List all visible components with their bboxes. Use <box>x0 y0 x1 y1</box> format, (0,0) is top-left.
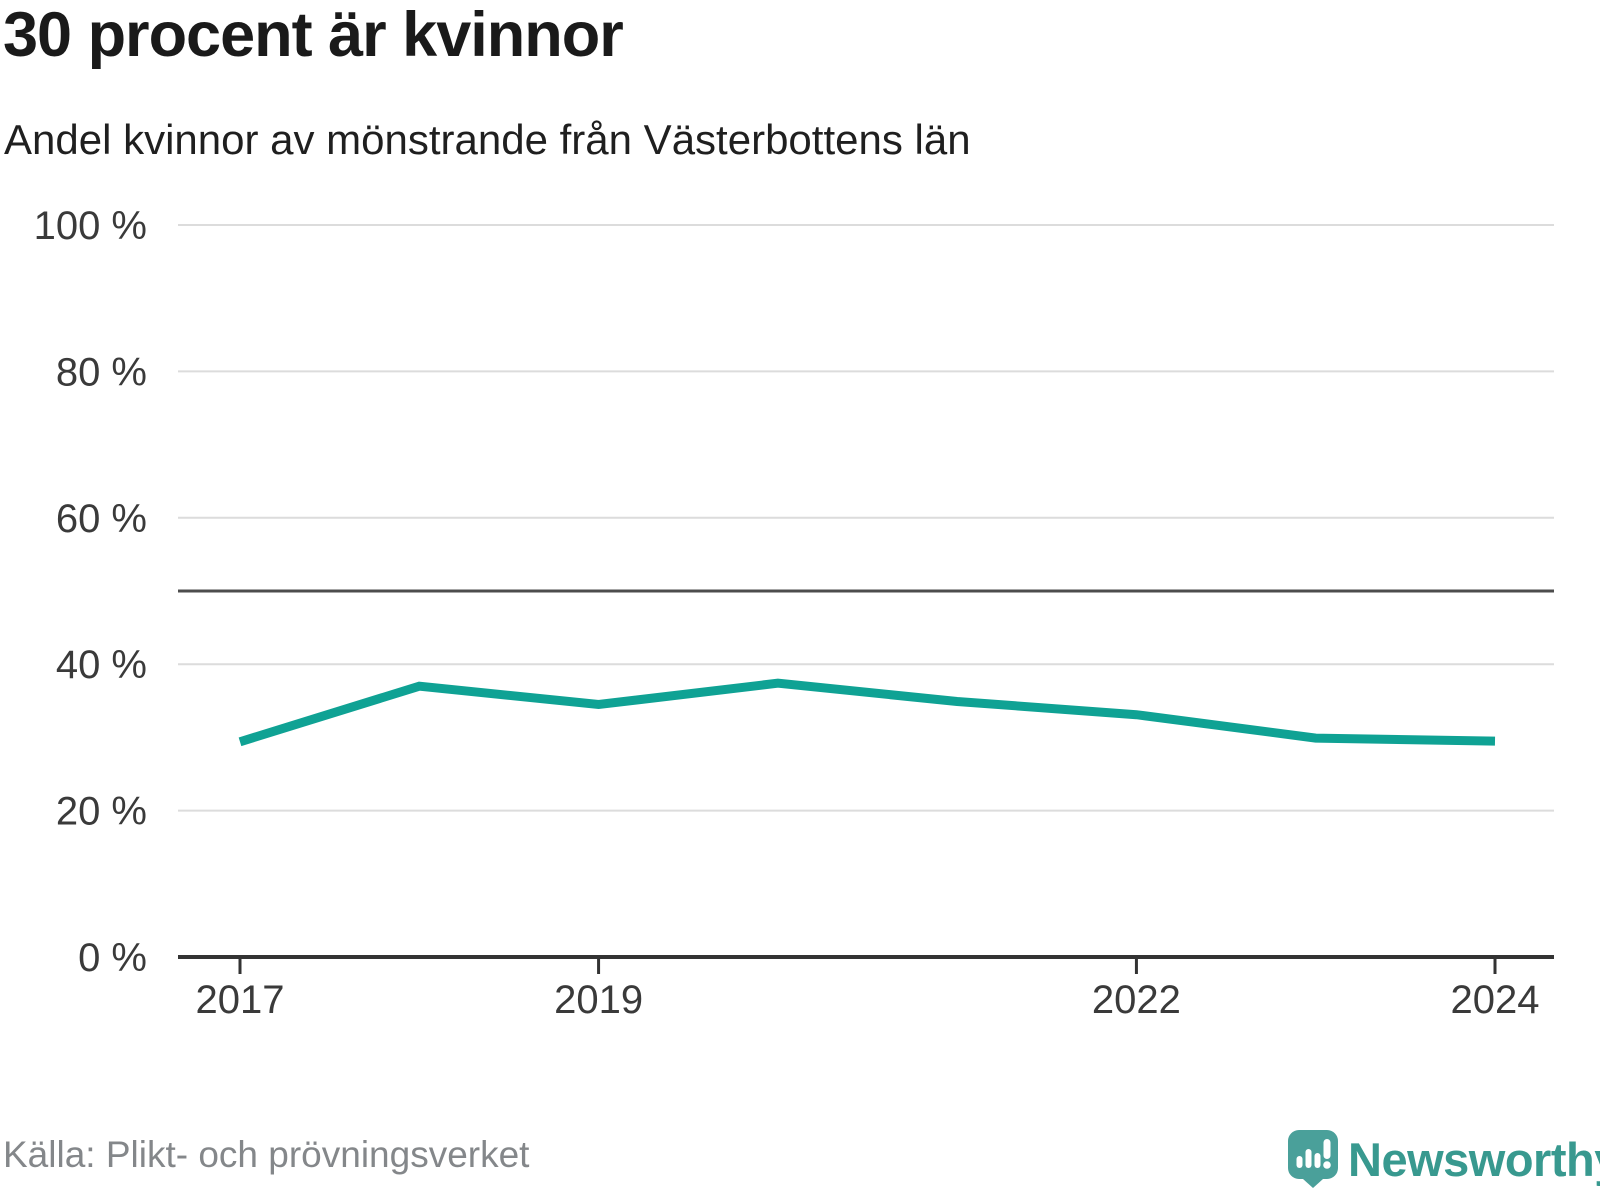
y-axis-label-60: 60 % <box>56 497 147 541</box>
x-axis-label-2017: 2017 <box>196 978 285 1022</box>
y-axis-label-0: 0 % <box>78 936 147 980</box>
page-title: 30 procent är kvinnor <box>3 0 624 70</box>
x-axis-label-2019: 2019 <box>554 978 643 1022</box>
x-axis-label-2022: 2022 <box>1092 978 1181 1022</box>
newsworthy-bubble-chart-icon <box>1288 1130 1338 1188</box>
y-axis-label-20: 20 % <box>56 790 147 834</box>
source-note: Källa: Plikt- och prövningsverket <box>3 1134 530 1175</box>
y-axis-label-100: 100 % <box>34 204 147 248</box>
x-axis-label-2024: 2024 <box>1451 978 1540 1022</box>
y-axis-label-80: 80 % <box>56 350 147 394</box>
y-axis-label-40: 40 % <box>56 643 147 687</box>
newsworthy-logo: Newsworthy <box>1288 1130 1600 1188</box>
series-line <box>238 678 1496 747</box>
chart-subtitle: Andel kvinnor av mönstrande från Västerb… <box>4 116 971 163</box>
brand-wordmark: Newsworthy <box>1348 1132 1600 1186</box>
